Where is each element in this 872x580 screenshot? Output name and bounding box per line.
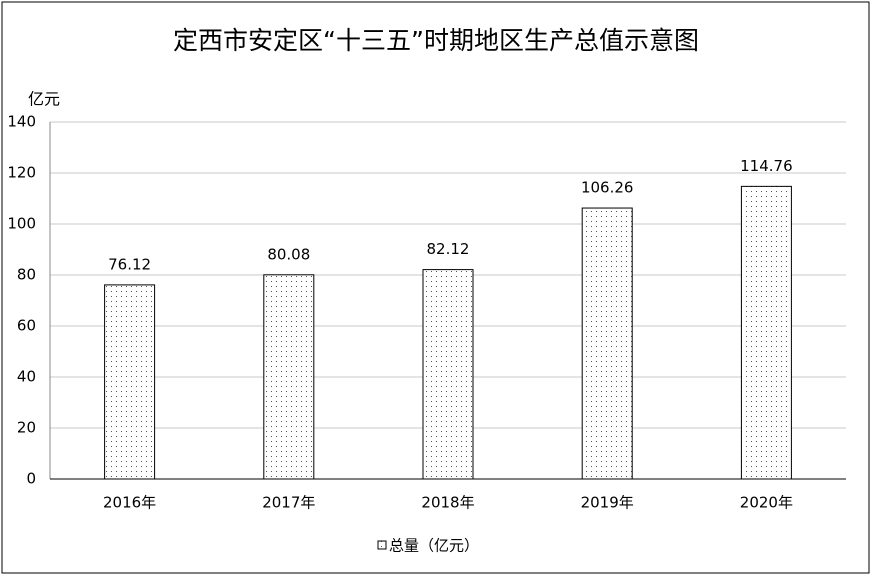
data-label: 76.12 xyxy=(108,255,151,273)
y-tick-label: 120 xyxy=(7,164,36,182)
legend-swatch xyxy=(377,540,387,550)
y-tick-label: 100 xyxy=(7,215,36,233)
y-axis-label: 亿元 xyxy=(28,90,60,109)
y-tick-label: 40 xyxy=(17,368,36,386)
bar xyxy=(581,207,633,480)
x-tick-label: 2020年 xyxy=(740,494,793,512)
y-tick-label: 140 xyxy=(7,113,36,131)
bar xyxy=(422,269,474,480)
y-tick-label: 60 xyxy=(17,317,36,335)
chart-title: 定西市安定区“十三五”时期地区生产总值示意图 xyxy=(173,26,699,55)
y-tick-label: 20 xyxy=(17,419,36,437)
x-tick-label: 2019年 xyxy=(581,494,634,512)
data-label: 114.76 xyxy=(740,157,793,175)
data-label: 82.12 xyxy=(427,240,470,258)
data-label: 80.08 xyxy=(267,245,310,263)
y-tick-label: 0 xyxy=(26,470,36,488)
x-tick-label: 2016年 xyxy=(103,494,156,512)
x-tick-label: 2017年 xyxy=(262,494,315,512)
y-tick-label: 80 xyxy=(17,266,36,284)
x-tick-label: 2018年 xyxy=(421,494,474,512)
data-label: 106.26 xyxy=(581,179,634,197)
bar xyxy=(104,284,156,480)
bar xyxy=(740,185,792,480)
bar xyxy=(263,274,315,480)
legend-label: 总量（亿元） xyxy=(389,537,479,555)
